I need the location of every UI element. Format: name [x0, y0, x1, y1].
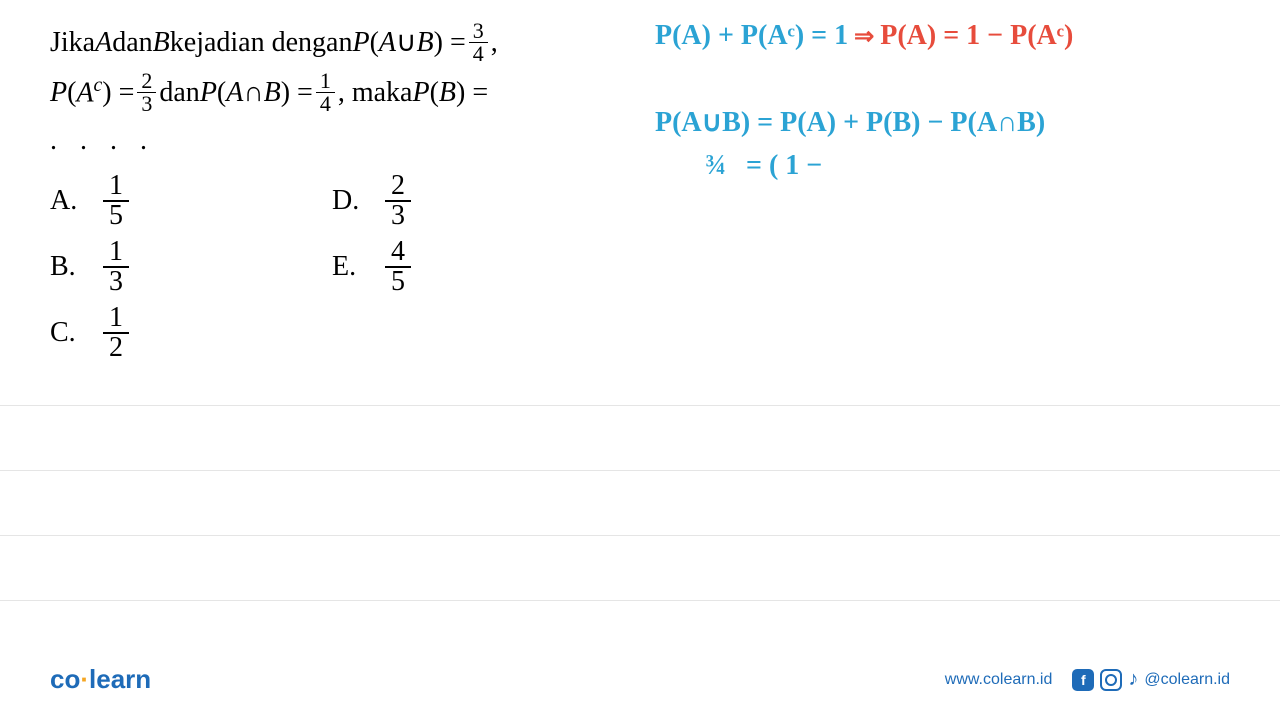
logo-learn: learn — [89, 664, 151, 694]
denominator: 3 — [103, 268, 129, 296]
option-letter: B. — [50, 251, 100, 283]
fraction: 1 2 — [103, 304, 129, 362]
footer-right: www.colearn.id f ♪ @colearn.id — [945, 668, 1230, 691]
logo-dot: · — [80, 664, 89, 694]
option-column-2: D. 2 3 E. 4 5 — [332, 172, 414, 362]
option-letter: D. — [332, 185, 382, 217]
question-line-2: P ( Ac ) = 2 3 dan P ( A ∩ B ) = 1 4 , m… — [50, 70, 1230, 115]
numerator: 1 — [103, 172, 129, 202]
footer: co·learn www.colearn.id f ♪ @colearn.id — [0, 664, 1280, 695]
option-D: D. 2 3 — [332, 172, 414, 230]
paren-eq: ) = — [456, 72, 488, 114]
var-A: A — [95, 22, 112, 64]
denominator: 4 — [316, 93, 335, 115]
option-A: A. 1 5 — [50, 172, 132, 230]
paren-eq: ) = — [102, 72, 134, 114]
numerator: 1 — [103, 238, 129, 268]
paren: ( — [217, 72, 226, 114]
ruled-line — [0, 535, 1280, 536]
P: P — [352, 22, 369, 64]
social-handle: @colearn.id — [1144, 671, 1230, 689]
option-E: E. 4 5 — [332, 238, 414, 296]
fraction-3-4: 3 4 — [469, 20, 488, 65]
union: ∪ — [396, 22, 417, 64]
intersect: ∩ — [243, 72, 263, 114]
numerator: 2 — [137, 70, 156, 93]
fraction-2-3: 2 3 — [137, 70, 156, 115]
text: Jika — [50, 22, 95, 64]
option-letter: A. — [50, 185, 100, 217]
option-column-1: A. 1 5 B. 1 3 C. 1 2 — [50, 172, 132, 362]
paren-eq: ) = — [281, 72, 313, 114]
handwriting-line-1: P(A) + P(Aᶜ) = 1 ⇒ P(A) = 1 − P(Aᶜ) — [655, 20, 1073, 52]
denominator: 5 — [385, 268, 411, 296]
numerator: 3 — [469, 20, 488, 43]
var-Ac: Ac — [76, 71, 102, 114]
var-B: B — [439, 72, 456, 114]
text: kejadian dengan — [170, 22, 353, 64]
numerator: 1 — [316, 70, 335, 93]
numerator: 1 — [103, 304, 129, 334]
P: P — [50, 72, 67, 114]
hw-blue-text: P(A) + P(Aᶜ) = 1 — [655, 20, 848, 52]
fraction: 1 5 — [103, 172, 129, 230]
dots: . . . . — [50, 125, 1230, 157]
facebook-icon: f — [1072, 669, 1094, 691]
P: P — [200, 72, 217, 114]
text: , maka — [338, 72, 413, 114]
fraction-1-4: 1 4 — [316, 70, 335, 115]
arrow-icon: ⇒ — [854, 22, 874, 51]
var-A: A — [379, 22, 396, 64]
var-B: B — [153, 22, 170, 64]
denominator: 3 — [137, 93, 156, 115]
A: A — [76, 77, 93, 108]
numerator: 4 — [385, 238, 411, 268]
P: P — [412, 72, 429, 114]
option-B: B. 1 3 — [50, 238, 132, 296]
logo-co: co — [50, 664, 80, 694]
denominator: 5 — [103, 202, 129, 230]
fraction: 4 5 — [385, 238, 411, 296]
hw-fraction: ¾ — [705, 150, 726, 182]
hw-red-text: P(A) = 1 − P(Aᶜ) — [880, 20, 1073, 52]
text: dan — [112, 22, 152, 64]
text: dan — [159, 72, 199, 114]
hw-equals: = ( 1 − — [746, 150, 822, 182]
ruled-line — [0, 470, 1280, 471]
option-letter: C. — [50, 317, 100, 349]
options-container: A. 1 5 B. 1 3 C. 1 2 — [50, 172, 1230, 362]
handwriting-line-2: P(A∪B) = P(A) + P(B) − P(A∩B) — [655, 105, 1045, 139]
ruled-line — [0, 600, 1280, 601]
complement: c — [94, 75, 103, 96]
content-area: Jika A dan B kejadian dengan P ( A ∪ B )… — [0, 0, 1280, 382]
instagram-icon — [1100, 669, 1122, 691]
fraction: 1 3 — [103, 238, 129, 296]
denominator: 4 — [469, 43, 488, 65]
numerator: 2 — [385, 172, 411, 202]
paren-eq: ) = — [434, 22, 466, 64]
comma: , — [491, 22, 498, 64]
option-C: C. 1 2 — [50, 304, 132, 362]
paren: ( — [370, 22, 379, 64]
var-A: A — [226, 72, 243, 114]
denominator: 3 — [385, 202, 411, 230]
handwriting-line-3: ¾ = ( 1 − — [705, 150, 822, 182]
var-B: B — [264, 72, 281, 114]
logo: co·learn — [50, 664, 151, 695]
denominator: 2 — [103, 334, 129, 362]
option-letter: E. — [332, 251, 382, 283]
paren: ( — [430, 72, 439, 114]
var-B: B — [417, 22, 434, 64]
ruled-line — [0, 405, 1280, 406]
social-links: f ♪ @colearn.id — [1072, 668, 1230, 691]
fraction: 2 3 — [385, 172, 411, 230]
website-url: www.colearn.id — [945, 671, 1053, 689]
tiktok-icon: ♪ — [1128, 668, 1138, 691]
